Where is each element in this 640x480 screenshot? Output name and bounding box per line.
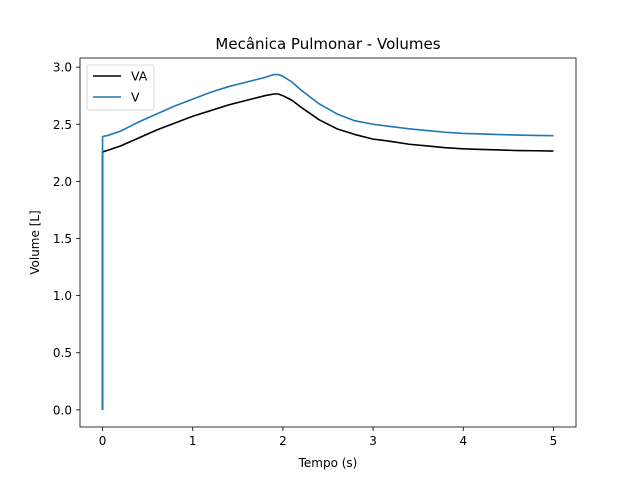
- x-axis-label: Tempo (s): [298, 456, 358, 470]
- legend: VA V: [86, 64, 155, 111]
- plot-frame: [79, 57, 577, 428]
- x-tick-label: 0: [99, 434, 107, 448]
- y-axis-ticks: 0.0 0.5 1.0 1.5 2.0 2.5 3.0: [53, 61, 80, 417]
- x-tick-label: 5: [550, 434, 558, 448]
- y-tick-label: 1.5: [53, 232, 72, 246]
- x-axis-ticks: 0 1 2 3 4 5: [99, 427, 558, 448]
- legend-label-v: V: [131, 90, 140, 105]
- y-axis-label: Volume [L]: [28, 210, 42, 275]
- x-tick-label: 2: [279, 434, 287, 448]
- series-layer: [101, 73, 554, 410]
- x-tick-label: 3: [369, 434, 377, 448]
- y-tick-label: 0.5: [53, 346, 72, 360]
- y-tick-label: 1.0: [53, 289, 72, 303]
- chart-title: Mecânica Pulmonar - Volumes: [215, 35, 440, 53]
- y-tick-label: 3.0: [53, 61, 72, 75]
- y-tick-label: 0.0: [53, 403, 72, 417]
- y-tick-label: 2.5: [53, 118, 72, 132]
- y-tick-label: 2.0: [53, 175, 72, 189]
- legend-label-va: VA: [131, 69, 148, 84]
- series-line-va: [101, 93, 554, 410]
- x-tick-label: 1: [189, 434, 197, 448]
- x-tick-label: 4: [459, 434, 467, 448]
- series-line-v: [101, 73, 554, 410]
